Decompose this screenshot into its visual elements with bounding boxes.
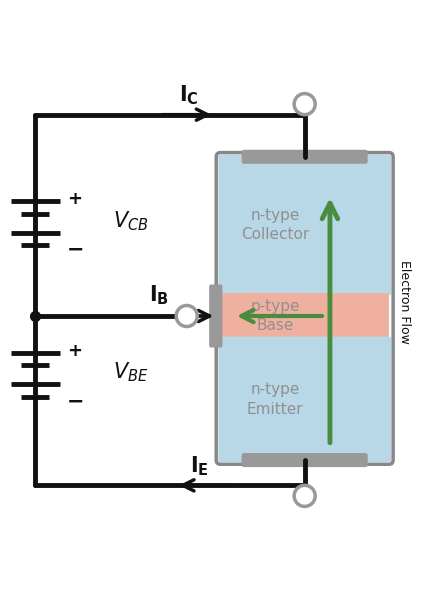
Bar	[220, 293, 389, 339]
FancyBboxPatch shape	[218, 337, 391, 462]
FancyBboxPatch shape	[210, 285, 222, 347]
Text: p-type
Base: p-type Base	[251, 299, 300, 334]
Text: $V_{CB}$: $V_{CB}$	[113, 209, 149, 233]
FancyBboxPatch shape	[218, 155, 391, 295]
Text: n-type
Collector: n-type Collector	[241, 208, 310, 242]
Text: $\mathbf{I_C}$: $\mathbf{I_C}$	[179, 83, 199, 107]
Text: $\mathbf{I_B}$: $\mathbf{I_B}$	[149, 283, 170, 307]
Circle shape	[176, 305, 197, 326]
Text: $V_{BE}$: $V_{BE}$	[113, 361, 148, 384]
Text: n-type
Emitter: n-type Emitter	[247, 382, 304, 417]
FancyBboxPatch shape	[243, 151, 367, 163]
Text: +: +	[67, 190, 83, 208]
Circle shape	[294, 94, 315, 115]
FancyBboxPatch shape	[243, 454, 367, 466]
Text: −: −	[66, 239, 84, 259]
Text: $\mathbf{I_E}$: $\mathbf{I_E}$	[190, 454, 209, 478]
Circle shape	[294, 485, 315, 506]
Text: −: −	[66, 391, 84, 411]
Text: Electron Flow: Electron Flow	[398, 260, 411, 344]
Text: +: +	[67, 341, 83, 359]
